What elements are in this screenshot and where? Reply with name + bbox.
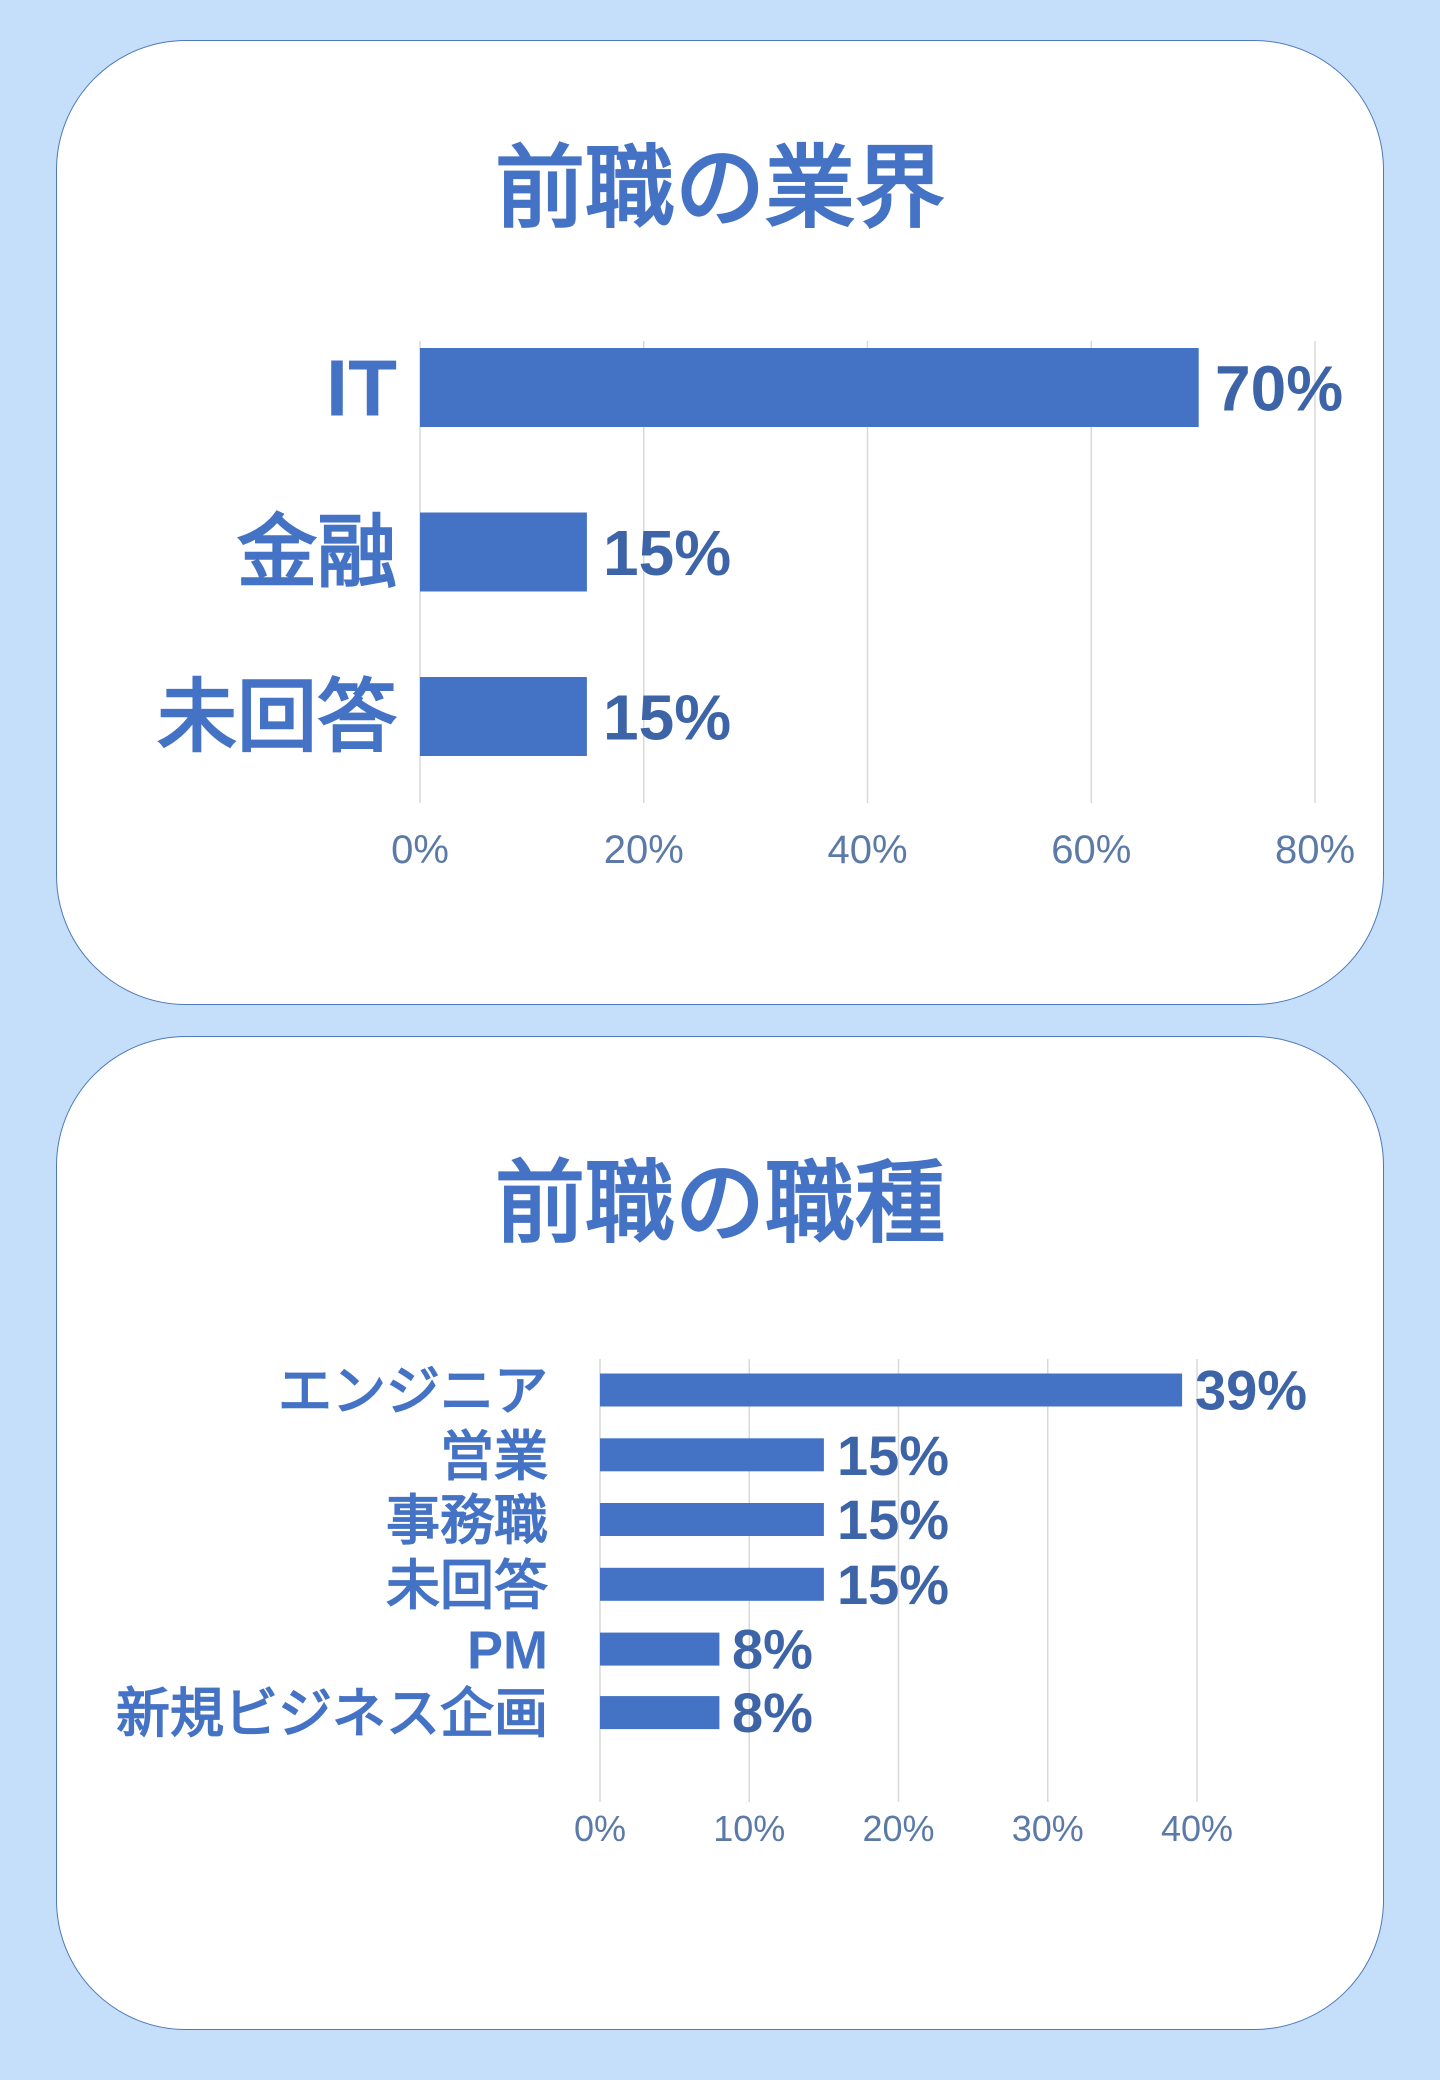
- svg-text:80%: 80%: [1275, 828, 1355, 872]
- svg-text:70%: 70%: [1215, 353, 1343, 425]
- svg-text:60%: 60%: [1051, 828, 1131, 872]
- svg-text:15%: 15%: [603, 517, 731, 589]
- svg-text:20%: 20%: [604, 828, 684, 872]
- svg-text:0%: 0%: [391, 828, 449, 872]
- svg-text:未回答: 未回答: [157, 673, 398, 762]
- svg-text:15%: 15%: [837, 1488, 949, 1551]
- svg-text:エンジニア: エンジニア: [278, 1362, 548, 1422]
- svg-text:事務職: 事務職: [386, 1491, 548, 1551]
- svg-text:15%: 15%: [837, 1553, 949, 1616]
- svg-text:30%: 30%: [1012, 1808, 1084, 1849]
- svg-text:20%: 20%: [862, 1808, 934, 1849]
- svg-text:10%: 10%: [713, 1808, 785, 1849]
- svg-text:金融: 金融: [236, 508, 397, 597]
- svg-text:IT: IT: [326, 344, 397, 433]
- svg-text:営業: 営業: [440, 1427, 548, 1487]
- svg-text:0%: 0%: [574, 1808, 626, 1849]
- svg-text:未回答: 未回答: [386, 1556, 549, 1616]
- svg-text:PM: PM: [467, 1621, 548, 1681]
- svg-text:8%: 8%: [732, 1681, 813, 1744]
- svg-text:8%: 8%: [732, 1618, 813, 1681]
- svg-text:39%: 39%: [1195, 1359, 1307, 1422]
- svg-text:15%: 15%: [837, 1424, 949, 1487]
- svg-text:新規ビジネス企画: 新規ビジネス企画: [116, 1684, 548, 1744]
- svg-text:40%: 40%: [827, 828, 907, 872]
- svg-text:15%: 15%: [603, 682, 731, 754]
- svg-text:40%: 40%: [1161, 1808, 1233, 1849]
